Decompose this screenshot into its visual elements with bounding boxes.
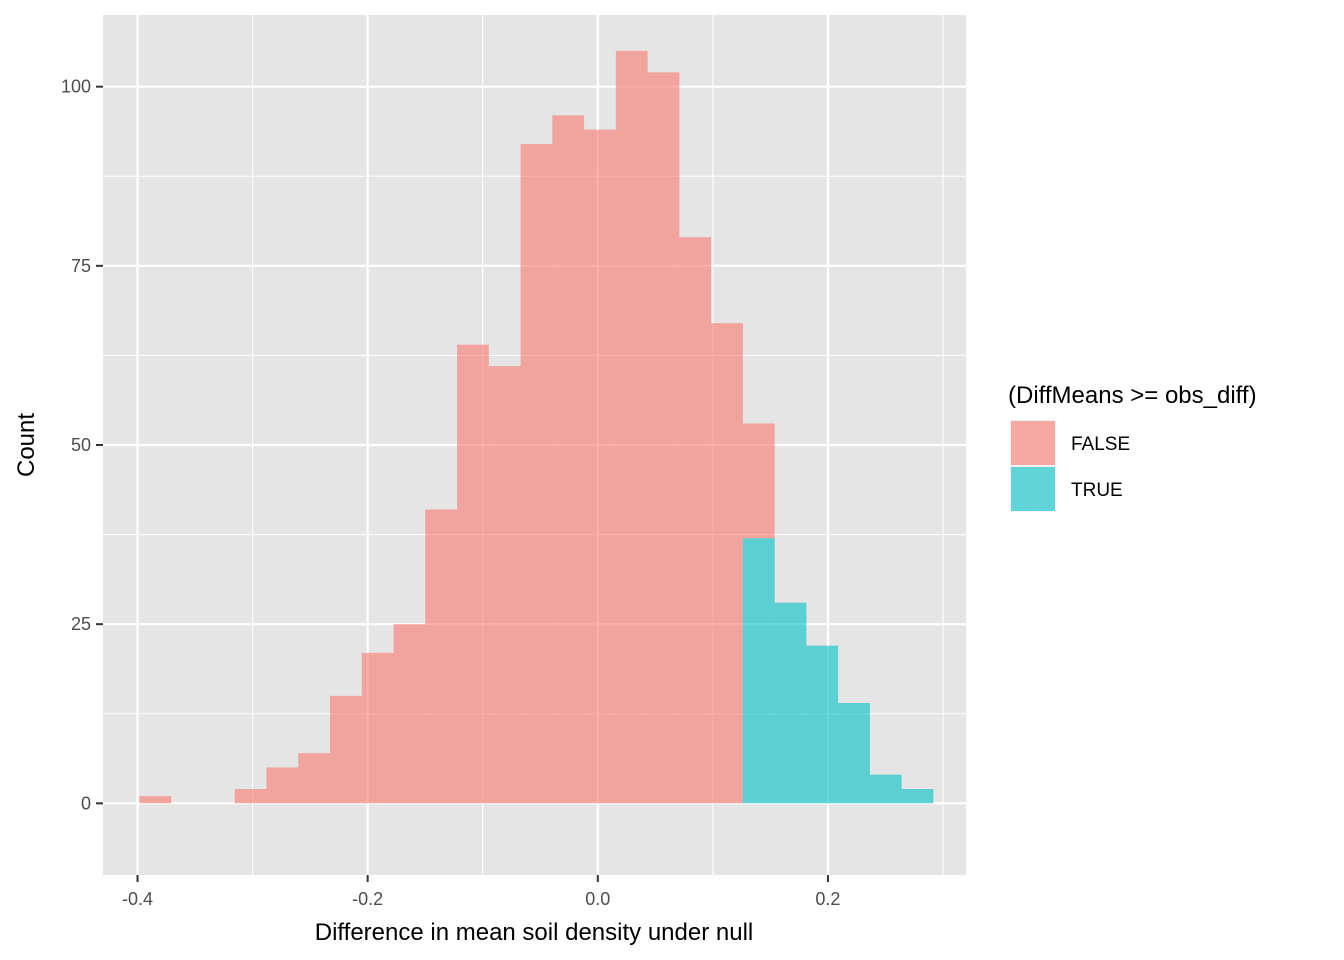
bar-false-6 <box>330 695 362 804</box>
x-tick-label-1: -0.2 <box>352 889 383 909</box>
bar-false-15 <box>615 50 648 804</box>
bar-false-16 <box>647 72 680 804</box>
bar-true-24 <box>901 789 934 804</box>
legend-title: (DiffMeans >= obs_diff) <box>1008 382 1257 409</box>
bar-false-13 <box>552 115 585 804</box>
bar-false-10 <box>457 344 489 804</box>
bar-false-17 <box>679 237 712 804</box>
histogram-bars <box>139 50 934 804</box>
y-tick-label-0: 0 <box>81 793 91 813</box>
bar-false-11 <box>488 366 521 804</box>
bar-true-22 <box>838 703 870 804</box>
y-tick-label-1: 25 <box>71 614 91 634</box>
legend: (DiffMeans >= obs_diff) FALSE TRUE <box>1008 382 1257 512</box>
y-tick-label-4: 100 <box>61 77 91 97</box>
legend-keys: FALSE TRUE <box>1010 420 1130 512</box>
y-axis-title: Count <box>13 413 40 477</box>
bar-false-9 <box>425 509 458 804</box>
legend-label-true: TRUE <box>1071 480 1123 501</box>
x-tick-label-0: -0.4 <box>122 889 153 909</box>
bar-true-23 <box>869 774 902 804</box>
bar-false-3 <box>234 789 267 804</box>
legend-key-false <box>1011 421 1055 465</box>
bar-false-0 <box>139 796 172 804</box>
x-tick-label-3: 0.2 <box>815 889 840 909</box>
bar-true-21 <box>806 645 839 804</box>
bar-false-12 <box>520 144 553 804</box>
y-axis: 0 25 50 75 100 <box>61 77 103 813</box>
bar-true-19 <box>742 538 775 804</box>
bar-false-4 <box>266 767 299 804</box>
legend-key-true <box>1011 467 1055 511</box>
bar-false-8 <box>393 624 426 804</box>
bar-false-7 <box>361 652 394 804</box>
x-axis: -0.4 -0.2 0.0 0.2 <box>122 875 840 909</box>
x-tick-label-2: 0.0 <box>585 889 610 909</box>
bar-false-18 <box>711 323 743 804</box>
bar-true-20 <box>774 602 807 804</box>
bar-false-19 <box>742 423 775 539</box>
x-axis-title: Difference in mean soil density under nu… <box>315 919 753 946</box>
y-tick-label-3: 75 <box>71 256 91 276</box>
y-tick-label-2: 50 <box>71 435 91 455</box>
bar-false-5 <box>298 753 331 804</box>
legend-label-false: FALSE <box>1071 434 1130 455</box>
bar-false-14 <box>584 129 616 804</box>
